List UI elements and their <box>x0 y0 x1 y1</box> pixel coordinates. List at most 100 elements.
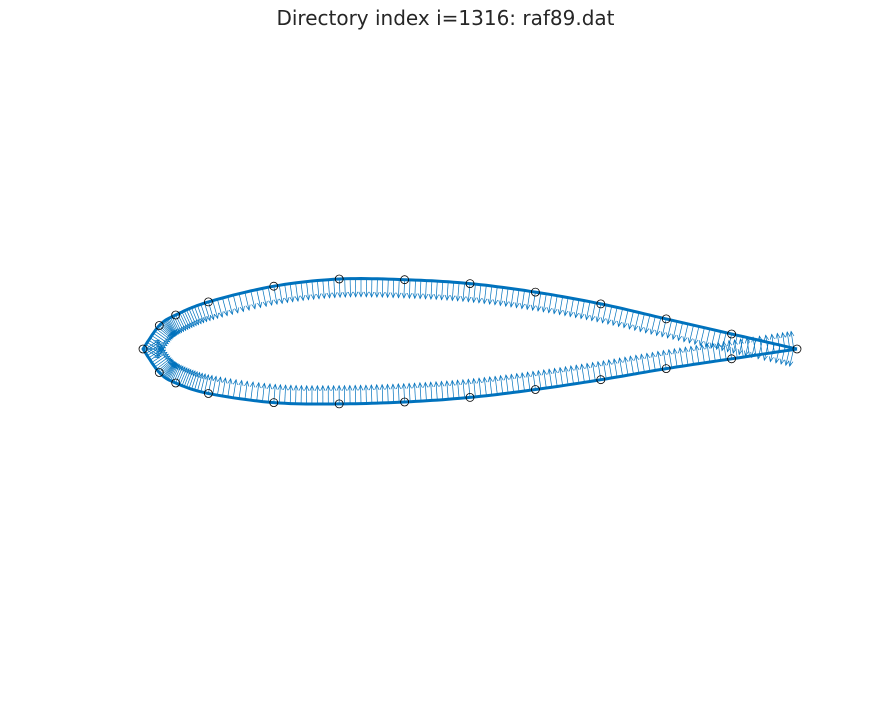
normal-arrow <box>310 280 316 301</box>
normal-arrow <box>617 357 623 377</box>
normal-arrow <box>595 303 602 323</box>
normal-arrow <box>358 384 364 404</box>
normal-arrow <box>151 351 168 363</box>
normal-arrow <box>514 289 520 309</box>
normal-arrow <box>208 301 215 321</box>
normal-arrow <box>144 341 161 352</box>
normal-arrow <box>476 284 482 304</box>
normal-arrow <box>390 279 396 299</box>
normal-arrow <box>249 381 255 401</box>
station-marker <box>465 279 475 289</box>
normal-arrow <box>186 369 194 388</box>
station-marker <box>400 397 410 407</box>
normal-arrow <box>699 343 705 363</box>
normal-arrow <box>503 288 509 308</box>
normal-arrow <box>541 369 547 389</box>
normal-arrow <box>238 293 245 313</box>
normal-arrow <box>204 302 211 322</box>
normal-arrow <box>412 382 418 402</box>
normal-arrow <box>715 331 722 351</box>
normal-arrow <box>347 384 353 404</box>
normal-arrow <box>482 285 488 305</box>
normal-arrow <box>672 347 678 367</box>
station-marker <box>171 378 181 388</box>
normal-arrow <box>433 380 439 401</box>
normal-arrow <box>444 380 450 400</box>
normal-arrow <box>660 318 667 338</box>
normal-arrow <box>656 350 662 370</box>
normal-arrow <box>775 332 781 352</box>
normal-arrow <box>687 325 694 344</box>
normal-arrow <box>493 375 499 395</box>
normal-arrow <box>401 279 407 299</box>
normal-arrow <box>682 323 689 343</box>
normal-arrow <box>368 384 375 404</box>
normal-arrow <box>727 339 733 359</box>
normal-arrow <box>677 322 683 342</box>
normal-arrow <box>547 368 553 388</box>
normal-arrow <box>227 296 234 316</box>
station-marker <box>203 389 213 398</box>
normal-arrow <box>186 309 195 328</box>
normal-arrow <box>294 282 300 302</box>
normal-arrow <box>390 383 396 403</box>
normal-arrow <box>175 365 184 384</box>
normal-arrow <box>341 384 348 404</box>
normal-arrow <box>650 351 656 371</box>
normal-arrow <box>617 308 623 328</box>
normal-arrow <box>212 300 219 320</box>
normal-arrow <box>326 279 332 299</box>
normal-arrow <box>466 283 472 303</box>
normal-arrow <box>325 384 331 405</box>
normal-arrow <box>688 345 694 365</box>
normal-arrow <box>525 371 531 391</box>
station-marker <box>661 314 671 324</box>
normal-arrow <box>579 300 585 320</box>
normal-arrow <box>584 301 591 321</box>
normal-arrow <box>509 288 515 308</box>
normal-arrow <box>574 299 580 319</box>
normal-arrow <box>305 281 311 301</box>
normal-arrow <box>181 367 190 386</box>
normal-arrow <box>514 372 520 392</box>
normal-arrow <box>439 281 445 301</box>
normal-arrow <box>644 315 651 334</box>
normal-arrow <box>385 383 391 403</box>
normal-arrow <box>439 380 445 400</box>
normal-arrow <box>536 369 542 389</box>
normal-arrow <box>337 278 343 299</box>
station-marker <box>154 321 164 330</box>
normal-arrow <box>455 379 461 399</box>
normal-arrow <box>222 377 228 397</box>
normal-arrow <box>300 282 306 302</box>
normal-arrow <box>167 362 178 380</box>
normal-arrow <box>154 330 171 343</box>
normal-arrow <box>710 342 716 362</box>
normal-arrow <box>574 364 580 384</box>
normal-arrow <box>606 306 613 325</box>
normal-arrow <box>412 280 418 300</box>
normal-arrow <box>509 373 515 393</box>
normal-arrow <box>428 280 434 300</box>
normal-arrow <box>649 316 656 336</box>
normal-arrow <box>314 384 320 404</box>
normal-arrow <box>780 331 786 351</box>
normal-arrow <box>217 376 223 396</box>
normal-arrow <box>256 289 263 309</box>
normal-arrow <box>460 283 466 303</box>
airfoil-outline-path <box>141 277 798 406</box>
normal-arrow <box>417 381 423 402</box>
normal-arrow <box>645 352 651 372</box>
normal-arrow <box>552 367 558 387</box>
normal-arrow <box>379 383 385 403</box>
normal-arrow <box>450 282 456 302</box>
normal-arrow <box>558 366 564 386</box>
normal-arrow <box>154 355 171 368</box>
normal-arrow <box>284 284 290 304</box>
normal-arrow <box>244 292 251 311</box>
normal-arrow <box>175 314 184 333</box>
normal-arrow <box>293 384 299 404</box>
normal-arrow <box>304 384 310 405</box>
normal-arrow <box>476 377 483 397</box>
